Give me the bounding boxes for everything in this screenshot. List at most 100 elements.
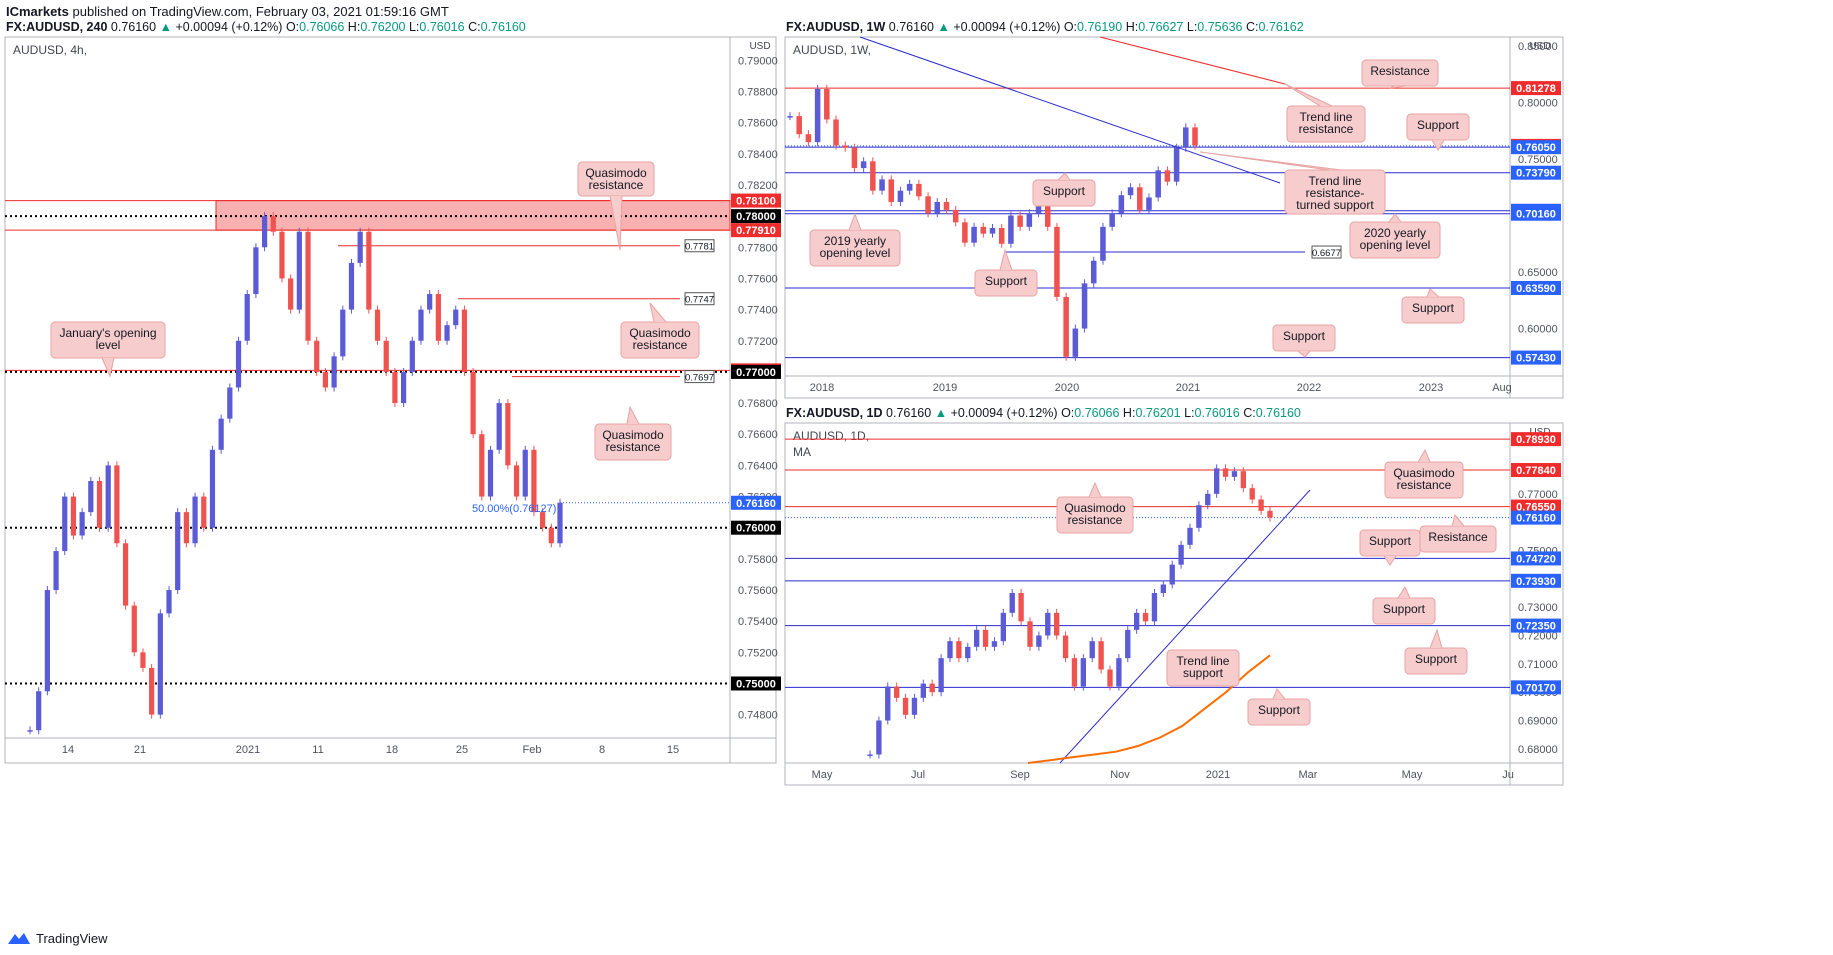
y-tick-label: 0.78400 <box>738 149 778 161</box>
candle <box>540 512 546 528</box>
price-badge <box>1511 140 1561 155</box>
candle <box>79 512 85 536</box>
candle <box>867 754 873 756</box>
candle <box>1116 658 1122 687</box>
candle <box>1127 187 1134 196</box>
candle <box>1045 612 1051 636</box>
y-tick-label: 0.76800 <box>738 398 778 410</box>
candle <box>989 227 996 234</box>
y-tick-label: 0.85000 <box>1518 41 1558 53</box>
callout-label: Trend line <box>1177 654 1230 668</box>
callout-pointer <box>1272 688 1286 700</box>
level-tag <box>684 239 715 253</box>
candle <box>938 658 944 693</box>
price-badge-label: 0.74720 <box>1516 553 1556 565</box>
chart-panel-1d[interactable]: AUDUSD, 1D,MAUSD0.770000.750000.730000.7… <box>784 422 1564 786</box>
last-price: 0.76160 <box>888 20 934 34</box>
callout-label: Support <box>1283 329 1326 343</box>
x-tick-label: 2022 <box>1297 382 1321 394</box>
y-tick-label: 0.68000 <box>1518 744 1558 756</box>
indicator-label: MA <box>793 445 811 459</box>
candle <box>1017 215 1023 227</box>
candle <box>392 371 398 404</box>
candle <box>244 294 250 341</box>
annotation-callout: Support <box>1247 688 1311 726</box>
candle <box>1164 170 1171 182</box>
level-tag-label: 0.7747 <box>685 295 714 306</box>
trend-line <box>1059 489 1311 764</box>
price-badge <box>1511 551 1561 566</box>
callout-label: Resistance <box>1370 64 1430 78</box>
price-badge <box>731 193 781 208</box>
open-value: 0.76190 <box>1077 20 1123 34</box>
candle <box>1008 215 1014 244</box>
price-badge-label: 0.78930 <box>1516 434 1556 446</box>
y-tick-label: 0.60000 <box>1518 324 1558 336</box>
candle <box>374 309 381 341</box>
candle <box>974 629 980 647</box>
x-tick-label: Nov <box>1110 769 1130 781</box>
callout-label: level <box>96 338 121 352</box>
y-tick-label: 0.65000 <box>1518 267 1558 279</box>
callout-pointer <box>1429 628 1443 649</box>
footer-brand[interactable]: TradingView <box>6 930 108 946</box>
x-tick-label: 14 <box>62 744 74 756</box>
candle <box>1134 612 1140 630</box>
currency-label: USD <box>749 41 770 52</box>
candle <box>1098 641 1104 670</box>
candle <box>513 465 520 497</box>
callout-label: resistance- <box>1306 186 1365 200</box>
y-tick-label: 0.76600 <box>738 429 778 441</box>
quasimodo-zone <box>215 200 731 231</box>
candle <box>296 231 302 310</box>
candle <box>876 720 882 755</box>
y-tick-label: 0.72000 <box>1518 631 1558 643</box>
chart-panel-1w[interactable]: AUDUSD, 1W,USD0.850000.800000.750000.700… <box>784 36 1564 399</box>
callout-pointer <box>1383 555 1397 566</box>
candle <box>1027 621 1033 647</box>
candle <box>1035 206 1042 214</box>
header-4h: FX:AUDUSD, 240 0.76160 ▲ +0.00094 (+0.12… <box>6 20 526 34</box>
chart-panel-4h[interactable]: AUDUSD, 4h, USD 0.79000 0.78800 0.78600 0.784… <box>4 36 781 764</box>
footer-brand-label: TradingView <box>36 930 108 946</box>
callout-pointer <box>626 405 640 425</box>
price-badge-label: 0.63590 <box>1516 283 1556 295</box>
callout-label: Trend line <box>1309 174 1362 188</box>
price-badge-label: 0.57430 <box>1516 353 1556 365</box>
y-tick-label: 0.75600 <box>738 585 778 597</box>
candle <box>897 190 904 202</box>
candle <box>879 179 885 191</box>
candle <box>870 161 876 191</box>
x-tick-label: Jul <box>911 769 925 781</box>
candle <box>1009 593 1015 613</box>
y-tick-label: 0.77600 <box>738 273 778 285</box>
candle <box>1178 544 1184 565</box>
y-tick-label: 0.78800 <box>738 87 778 99</box>
price-badge-label: 0.78000 <box>736 211 776 223</box>
chart-title: AUDUSD, 1W, <box>793 43 871 57</box>
price-badge <box>1511 206 1561 221</box>
candle <box>36 691 42 731</box>
candle <box>53 551 59 591</box>
candle <box>270 216 276 232</box>
close-value: 0.76162 <box>1258 20 1304 34</box>
candle <box>805 134 812 143</box>
fib-label: 50.00%(0.76127) <box>472 503 556 515</box>
publisher-name[interactable]: ICmarkets <box>6 4 69 19</box>
price-badge <box>1511 573 1561 588</box>
candle <box>487 449 494 497</box>
candle <box>149 667 155 715</box>
candle <box>140 652 146 668</box>
y-tick-label: 0.77200 <box>738 336 778 348</box>
callout-label: Support <box>1417 118 1460 132</box>
level-tag-label: 0.6677 <box>1312 248 1341 259</box>
annotation-callout: Support <box>1032 172 1096 207</box>
candle <box>860 161 867 169</box>
callout-pointer <box>1431 139 1445 151</box>
candle <box>1222 468 1229 477</box>
publish-line: ICmarkets published on TradingView.com, … <box>6 4 449 19</box>
x-tick-label: 2021 <box>1176 382 1200 394</box>
